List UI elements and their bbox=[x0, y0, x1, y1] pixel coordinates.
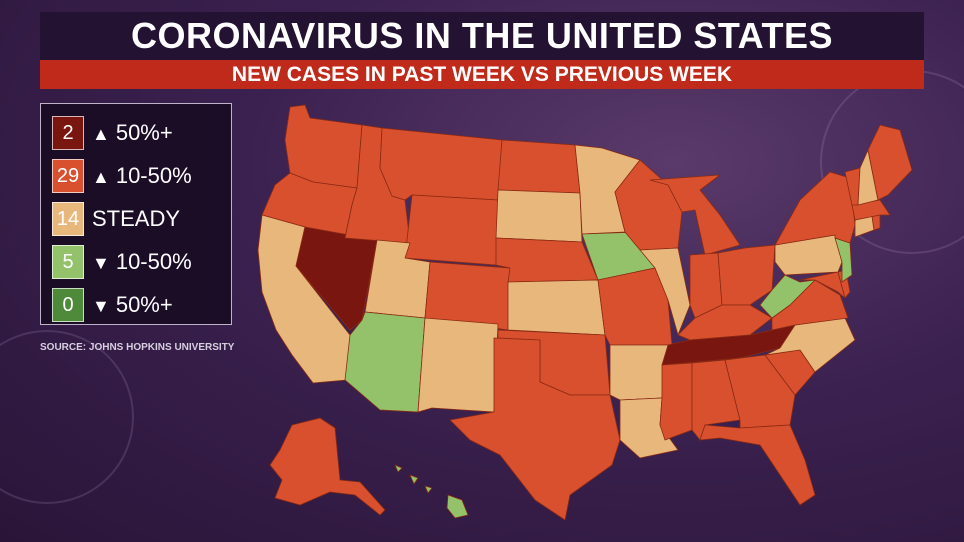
legend-count-swatch: 29 bbox=[52, 159, 84, 193]
state-AK[interactable] bbox=[269, 417, 386, 516]
state-WV[interactable] bbox=[759, 274, 816, 319]
state-MI[interactable] bbox=[649, 174, 741, 256]
state-WY[interactable] bbox=[404, 194, 499, 266]
legend-label: ▲ 50%+ bbox=[92, 120, 173, 145]
state-TX[interactable] bbox=[449, 337, 621, 521]
legend-count-swatch: 5 bbox=[52, 245, 84, 279]
state-SD[interactable] bbox=[495, 189, 583, 243]
legend-label: ▼ 50%+ bbox=[92, 292, 173, 317]
source-note: SOURCE: JOHNS HOPKINS UNIVERSITY bbox=[40, 342, 235, 353]
state-OH[interactable] bbox=[717, 244, 776, 306]
map-title: CORONAVIRUS IN THE UNITED STATES bbox=[130, 15, 834, 56]
up-arrow-icon: ▲ bbox=[92, 124, 110, 144]
down-arrow-icon: ▼ bbox=[92, 296, 110, 316]
state-WI[interactable] bbox=[614, 159, 683, 251]
state-MT[interactable] bbox=[379, 127, 503, 201]
legend-count-swatch: 0 bbox=[52, 288, 84, 322]
legend-row-down-50: 0 ▼ 50%+ bbox=[52, 288, 173, 322]
state-HI[interactable] bbox=[394, 464, 469, 519]
legend-label: STEADY bbox=[92, 206, 181, 231]
state-MD[interactable] bbox=[799, 271, 846, 299]
up-arrow-icon: ▲ bbox=[92, 167, 110, 187]
state-AZ[interactable] bbox=[344, 311, 426, 413]
legend-row-steady: 14 STEADY bbox=[52, 202, 180, 236]
legend: 2 ▲ 50%+ 29 ▲ 10-50% 14 STEADY 5 ▼ 10-50% 0… bbox=[40, 103, 232, 325]
legend-count-swatch: 14 bbox=[52, 202, 84, 236]
legend-row-up-50: 2 ▲ 50%+ bbox=[52, 116, 173, 150]
subtitle-banner: NEW CASES IN PAST WEEK VS PREVIOUS WEEK bbox=[40, 60, 924, 89]
legend-count-swatch: 2 bbox=[52, 116, 84, 150]
state-AR[interactable] bbox=[609, 344, 669, 401]
state-NY[interactable] bbox=[774, 171, 856, 246]
down-arrow-icon: ▼ bbox=[92, 253, 110, 273]
state-MS[interactable] bbox=[659, 362, 693, 441]
title-banner: CORONAVIRUS IN THE UNITED STATES bbox=[40, 12, 924, 60]
legend-row-down-10-50: 5 ▼ 10-50% bbox=[52, 245, 192, 279]
legend-row-up-10-50: 29 ▲ 10-50% bbox=[52, 159, 192, 193]
state-ND[interactable] bbox=[497, 139, 581, 194]
legend-label: ▼ 10-50% bbox=[92, 249, 192, 274]
map-subtitle: NEW CASES IN PAST WEEK VS PREVIOUS WEEK bbox=[231, 62, 733, 86]
legend-label: ▲ 10-50% bbox=[92, 163, 192, 188]
state-NE[interactable] bbox=[495, 237, 599, 283]
state-NM[interactable] bbox=[417, 317, 499, 413]
state-FL[interactable] bbox=[699, 424, 816, 506]
state-ME[interactable] bbox=[867, 124, 913, 201]
state-KS[interactable] bbox=[507, 279, 606, 336]
